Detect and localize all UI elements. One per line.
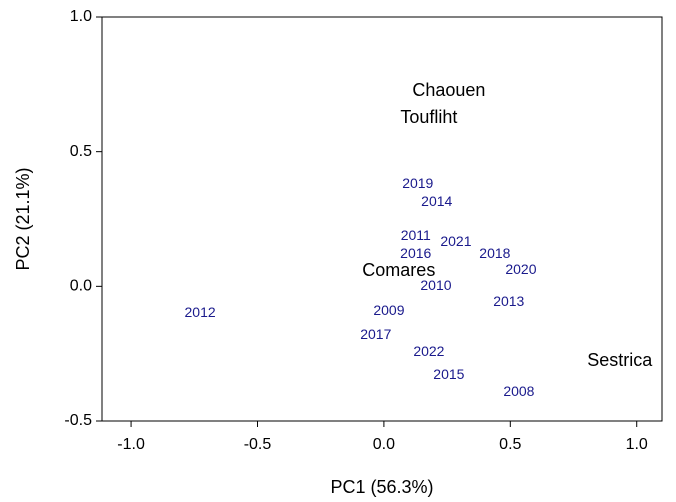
y-tick-label: 0.0 xyxy=(70,278,92,295)
point-label: Comares xyxy=(362,260,435,280)
point-label: 2021 xyxy=(440,233,471,249)
point-label: 2010 xyxy=(420,277,451,293)
point-label: 2012 xyxy=(185,304,216,320)
y-tick-label: 0.5 xyxy=(70,143,92,160)
x-tick-label: -1.0 xyxy=(117,436,145,453)
y-tick-label: -0.5 xyxy=(64,412,92,429)
point-label: Sestrica xyxy=(587,350,653,370)
point-label: 2019 xyxy=(402,175,433,191)
x-tick-label: 0.5 xyxy=(499,436,521,453)
y-tick-label: 1.0 xyxy=(70,8,92,25)
point-label: 2014 xyxy=(421,193,452,209)
point-label: 2009 xyxy=(373,302,404,318)
x-tick-label: 1.0 xyxy=(626,436,648,453)
point-label: 2015 xyxy=(433,366,464,382)
x-tick-label: 0.0 xyxy=(373,436,395,453)
x-tick-label: -0.5 xyxy=(244,436,272,453)
point-label: 2011 xyxy=(401,227,431,243)
point-label: Toufliht xyxy=(400,107,457,127)
point-label: 2022 xyxy=(413,343,444,359)
point-label: 2008 xyxy=(503,383,534,399)
point-label: Chaouen xyxy=(412,80,485,100)
point-label: 2016 xyxy=(400,245,431,261)
point-label: 2020 xyxy=(505,261,536,277)
x-axis-label: PC1 (56.3%) xyxy=(330,477,433,497)
plot-frame xyxy=(101,16,663,422)
point-label: 2018 xyxy=(479,245,510,261)
y-axis-label: PC2 (21.1%) xyxy=(13,167,33,270)
point-label: 2017 xyxy=(360,326,391,342)
point-label: 2013 xyxy=(493,293,524,309)
